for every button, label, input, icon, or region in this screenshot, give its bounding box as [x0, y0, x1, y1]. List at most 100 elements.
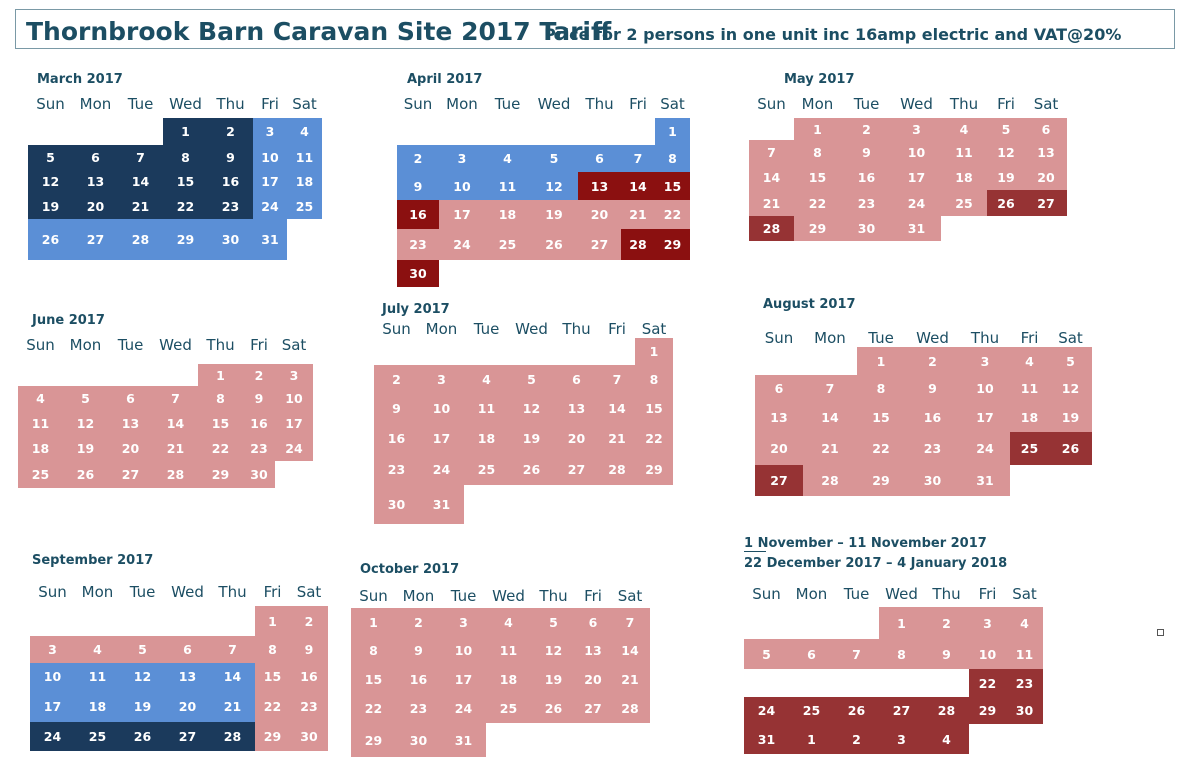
- day-cell: 1: [635, 338, 673, 365]
- day-cell: 17: [892, 165, 941, 190]
- day-cell: 28: [153, 461, 198, 488]
- day-cell: 7: [599, 365, 635, 393]
- weekday-header-sat: Sat: [296, 583, 322, 601]
- weekday-header-wed: Wed: [515, 320, 548, 338]
- weekday-header-tue: Tue: [129, 583, 156, 601]
- day-cell: 15: [857, 402, 905, 432]
- day-cell: 9: [841, 140, 892, 165]
- month-title: October 2017: [360, 562, 460, 577]
- day-cell: 13: [578, 172, 621, 200]
- day-cell: 12: [28, 169, 73, 194]
- day-cell: 7: [610, 608, 650, 636]
- day-cell: 19: [63, 436, 108, 461]
- day-cell: 10: [892, 140, 941, 165]
- day-cell: 31: [441, 723, 486, 757]
- day-cell: 4: [941, 118, 987, 140]
- day-cell: 25: [1010, 432, 1049, 465]
- day-cell: 2: [374, 365, 419, 393]
- day-cell: 25: [485, 229, 530, 260]
- day-cell: 19: [987, 165, 1025, 190]
- day-cell: 10: [960, 375, 1010, 402]
- weekday-header-sun: Sun: [36, 95, 65, 113]
- weekday-header-thu: Thu: [218, 583, 247, 601]
- day-cell: 25: [486, 694, 531, 723]
- weekday-header-mon: Mon: [402, 587, 435, 605]
- weekday-header-sat: Sat: [641, 320, 667, 338]
- day-cell: 4: [287, 118, 322, 145]
- day-cell: 26: [28, 219, 73, 260]
- weekday-header-thu: Thu: [562, 320, 591, 338]
- day-cell: 15: [255, 663, 290, 690]
- date-range-2: 22 December 2017 – 4 January 2018: [744, 556, 1008, 571]
- day-cell: 24: [253, 194, 287, 219]
- day-cell: 31: [253, 219, 287, 260]
- day-cell: 27: [108, 461, 153, 488]
- day-cell: 29: [351, 723, 396, 757]
- day-cell: 23: [290, 690, 328, 722]
- day-cell: 10: [441, 636, 486, 665]
- weekday-header-wed: Wed: [900, 95, 933, 113]
- day-cell: 25: [287, 194, 322, 219]
- day-cell: 16: [397, 200, 439, 229]
- day-cell: 9: [374, 393, 419, 423]
- weekday-header-sat: Sat: [281, 336, 307, 354]
- day-cell: 27: [755, 465, 803, 496]
- day-cell: 21: [621, 200, 655, 229]
- weekday-header-thu: Thu: [949, 95, 979, 113]
- day-cell: 11: [1010, 375, 1049, 402]
- day-cell: 30: [841, 216, 892, 241]
- day-cell: 26: [509, 454, 554, 485]
- day-cell: 14: [621, 172, 655, 200]
- day-cell: 7: [621, 145, 655, 172]
- weekday-header-sun: Sun: [752, 585, 781, 603]
- weekday-header-sun: Sun: [764, 329, 794, 347]
- day-cell: 12: [120, 663, 165, 690]
- weekday-header-thu: Thu: [932, 585, 961, 603]
- day-cell: 18: [941, 165, 987, 190]
- day-cell: 2: [396, 608, 441, 636]
- page-title: Thornbrook Barn Caravan Site 2017 Tariff: [26, 17, 612, 46]
- weekday-header-tue: Tue: [868, 329, 894, 347]
- day-cell: 14: [803, 402, 857, 432]
- day-cell: 1: [879, 607, 924, 639]
- day-cell: 3: [969, 607, 1006, 639]
- day-cell: 19: [531, 665, 576, 694]
- day-cell: 17: [419, 423, 464, 454]
- day-cell: 7: [834, 639, 879, 669]
- weekday-header-sun: Sun: [359, 587, 388, 605]
- month-title: April 2017: [407, 72, 483, 87]
- day-cell: 12: [987, 140, 1025, 165]
- day-cell: 19: [509, 423, 554, 454]
- day-cell: 7: [749, 140, 794, 165]
- day-cell: 21: [153, 436, 198, 461]
- day-cell: 8: [879, 639, 924, 669]
- day-cell: 6: [165, 636, 210, 663]
- day-cell: 23: [396, 694, 441, 723]
- day-cell: 30: [396, 723, 441, 757]
- day-cell: 24: [744, 697, 789, 724]
- day-cell: 17: [275, 411, 313, 436]
- day-cell: 16: [243, 411, 275, 436]
- day-cell: 1: [857, 347, 905, 375]
- day-cell: 27: [165, 722, 210, 751]
- day-cell: 10: [253, 145, 287, 169]
- day-cell: 14: [749, 165, 794, 190]
- day-cell: 20: [755, 432, 803, 465]
- day-cell: 5: [744, 639, 789, 669]
- day-cell: 13: [576, 636, 610, 665]
- day-cell: 16: [208, 169, 253, 194]
- day-cell: [924, 669, 969, 697]
- weekday-header-fri: Fri: [263, 583, 282, 601]
- day-cell: 20: [576, 665, 610, 694]
- selection-handle[interactable]: [1157, 629, 1164, 636]
- day-cell: 17: [439, 200, 485, 229]
- day-cell: 25: [941, 190, 987, 216]
- day-cell: 14: [610, 636, 650, 665]
- day-cell: 30: [290, 722, 328, 751]
- day-cell: 31: [744, 724, 789, 754]
- day-cell: 10: [30, 663, 75, 690]
- day-cell: 21: [118, 194, 163, 219]
- day-cell: 28: [924, 697, 969, 724]
- day-cell: 25: [18, 461, 63, 488]
- day-cell: 13: [755, 402, 803, 432]
